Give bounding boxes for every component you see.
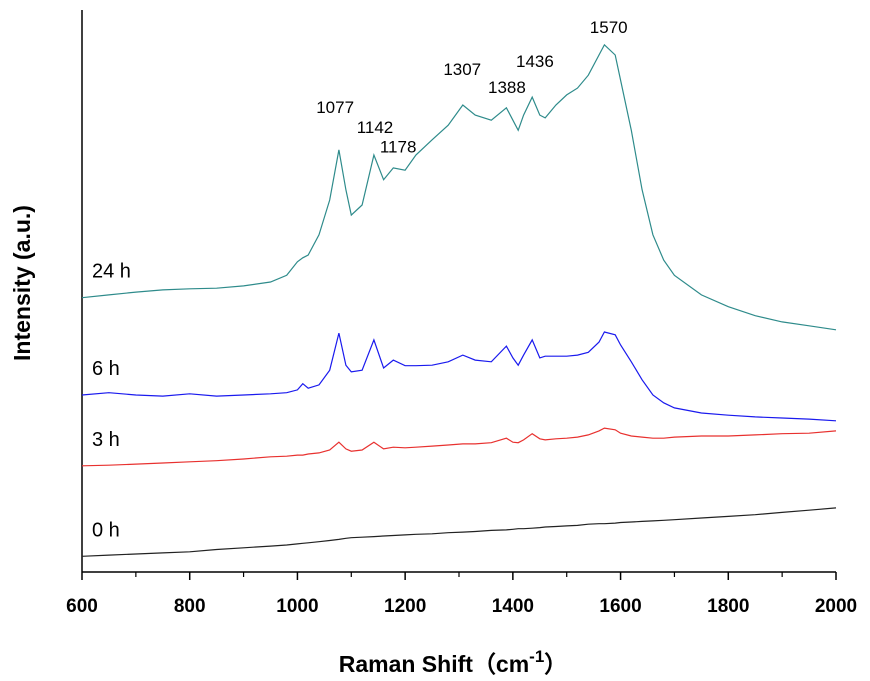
series-line <box>81 427 837 467</box>
x-tick-label: 2000 <box>815 596 857 617</box>
x-axis-title: Raman Shift（cm-1） <box>339 647 568 677</box>
peak-label: 1077 <box>316 98 354 117</box>
peak-label: 1307 <box>443 60 481 79</box>
x-tick-label: 600 <box>66 596 98 617</box>
series-label: 3 h <box>92 429 120 451</box>
peak-label: 1570 <box>590 18 628 37</box>
x-tick-label: 1000 <box>276 596 318 617</box>
peak-label: 1142 <box>357 118 394 137</box>
y-axis-title: Intensity (a.u.) <box>9 205 35 361</box>
x-tick-label: 1400 <box>492 596 534 617</box>
peak-label: 1436 <box>516 52 554 71</box>
x-tick-label: 800 <box>174 596 206 617</box>
series-label: 0 h <box>92 519 120 541</box>
series-label: 24 h <box>92 261 131 283</box>
x-tick-label: 1800 <box>707 596 749 617</box>
x-axis-title-main: Raman Shift（cm <box>339 651 529 677</box>
x-axis-title-sup: -1 <box>529 647 544 666</box>
x-tick-label: 1200 <box>384 596 426 617</box>
series-line <box>81 43 837 331</box>
series-label: 6 h <box>92 358 120 380</box>
peak-label: 1388 <box>488 78 526 97</box>
series-line <box>81 331 837 422</box>
x-tick-label: 1600 <box>599 596 641 617</box>
peak-label: 1178 <box>380 138 417 157</box>
x-axis-title-end: ） <box>544 651 567 677</box>
series-line <box>81 507 837 557</box>
